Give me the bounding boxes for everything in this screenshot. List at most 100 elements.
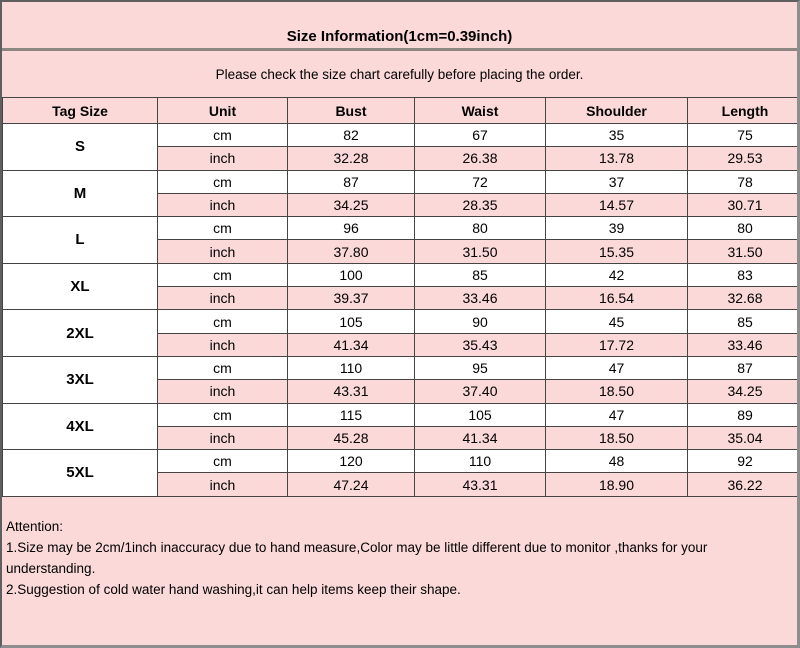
bust-cell: 45.28 (287, 425, 415, 451)
column-header-unit: Unit (157, 97, 288, 124)
column-header-shoulder: Shoulder (545, 97, 688, 124)
waist-cell: 105 (414, 402, 546, 427)
length-cell: 78 (687, 169, 797, 194)
shoulder-cell: 37 (545, 169, 688, 194)
length-cell: 32.68 (687, 286, 797, 311)
bust-cell: 96 (287, 216, 415, 241)
shoulder-cell: 14.57 (545, 192, 688, 218)
shoulder-cell: 18.90 (545, 472, 688, 497)
column-header-length: Length (687, 97, 797, 124)
size-label-cell: M (2, 169, 158, 218)
unit-cell: cm (157, 262, 288, 288)
unit-cell: cm (157, 216, 288, 241)
unit-cell: cm (157, 122, 288, 148)
waist-cell: 80 (414, 216, 546, 241)
unit-cell: cm (157, 449, 288, 474)
row-3xl-inch: inch 43.31 37.40 18.50 34.25 (3, 379, 797, 404)
waist-cell: 41.34 (414, 425, 546, 451)
size-label-cell: 2XL (2, 309, 158, 357)
length-cell: 89 (687, 402, 797, 427)
unit-cell: inch (157, 286, 288, 311)
shoulder-cell: 47 (545, 402, 688, 427)
row-4xl-cm: 4XL cm 115 105 47 89 (2, 402, 797, 451)
size-chart-subtitle: Please check the size chart carefully be… (215, 66, 584, 82)
length-cell: 30.71 (687, 192, 797, 218)
bust-cell: 100 (287, 262, 415, 288)
attention-note-1: 1.Size may be 2cm/1inch inaccuracy due t… (6, 539, 708, 576)
size-chart-title: Size Information(1cm=0.39inch) (2, 2, 797, 51)
length-cell: 36.22 (687, 472, 797, 497)
row-s-inch: inch 32.28 26.38 13.78 29.53 (3, 146, 797, 171)
row-m-inch: inch 34.25 28.35 14.57 30.71 (3, 192, 797, 218)
waist-cell: 31.50 (414, 239, 546, 264)
row-3xl-cm: 3XL cm 110 95 47 87 (2, 355, 797, 404)
waist-cell: 85 (414, 262, 546, 288)
waist-cell: 110 (414, 449, 546, 474)
unit-cell: cm (157, 402, 288, 427)
shoulder-cell: 35 (545, 122, 688, 148)
shoulder-cell: 13.78 (545, 146, 688, 171)
column-header-waist: Waist (414, 97, 546, 124)
size-label-cell: S (2, 123, 158, 171)
size-label-cell: L (2, 216, 158, 264)
waist-cell: 95 (414, 355, 546, 381)
length-cell: 75 (687, 122, 797, 148)
row-5xl-inch: inch 47.24 43.31 18.90 36.22 (3, 472, 797, 497)
waist-cell: 72 (414, 169, 546, 194)
waist-cell: 33.46 (414, 286, 546, 311)
unit-cell: inch (157, 239, 288, 264)
row-l-inch: inch 37.80 31.50 15.35 31.50 (3, 239, 797, 264)
length-cell: 85 (687, 309, 797, 334)
bust-cell: 110 (287, 355, 415, 381)
length-cell: 92 (687, 449, 797, 474)
length-cell: 80 (687, 216, 797, 241)
bust-cell: 120 (287, 449, 415, 474)
unit-cell: inch (157, 332, 288, 357)
header-row: Tag Size Unit Bust Waist Shoulder Length (2, 97, 797, 124)
length-cell: 31.50 (687, 239, 797, 264)
bust-cell: 32.28 (287, 146, 415, 171)
attention-section: Attention: 1.Size may be 2cm/1inch inacc… (2, 497, 797, 600)
unit-cell: cm (157, 309, 288, 334)
unit-cell: inch (157, 425, 288, 451)
shoulder-cell: 17.72 (545, 332, 688, 357)
unit-cell: inch (157, 472, 288, 497)
row-m-cm: M cm 87 72 37 78 (2, 169, 797, 218)
waist-cell: 43.31 (414, 472, 546, 497)
length-cell: 87 (687, 355, 797, 381)
length-cell: 35.04 (687, 425, 797, 451)
attention-heading: Attention: (6, 518, 64, 534)
bust-cell: 39.37 (287, 286, 415, 311)
bust-cell: 41.34 (287, 332, 415, 357)
row-xl-inch: inch 39.37 33.46 16.54 32.68 (3, 286, 797, 311)
waist-cell: 67 (414, 122, 546, 148)
bust-cell: 82 (287, 122, 415, 148)
shoulder-cell: 45 (545, 309, 688, 334)
unit-cell: inch (157, 192, 288, 218)
length-cell: 33.46 (687, 332, 797, 357)
unit-cell: cm (157, 169, 288, 194)
waist-cell: 35.43 (414, 332, 546, 357)
length-cell: 29.53 (687, 146, 797, 171)
bust-cell: 43.31 (287, 379, 415, 404)
waist-cell: 28.35 (414, 192, 546, 218)
bust-cell: 34.25 (287, 192, 415, 218)
bust-cell: 87 (287, 169, 415, 194)
size-label-cell: 3XL (2, 355, 158, 404)
shoulder-cell: 47 (545, 355, 688, 381)
shoulder-cell: 48 (545, 449, 688, 474)
unit-cell: cm (157, 355, 288, 381)
length-cell: 83 (687, 262, 797, 288)
waist-cell: 37.40 (414, 379, 546, 404)
row-l-cm: L cm 96 80 39 80 (2, 216, 797, 264)
size-label-cell: XL (2, 262, 158, 311)
size-label-cell: 5XL (2, 449, 158, 497)
column-header-bust: Bust (287, 97, 415, 124)
bust-cell: 47.24 (287, 472, 415, 497)
unit-cell: inch (157, 146, 288, 171)
length-cell: 34.25 (687, 379, 797, 404)
unit-cell: inch (157, 379, 288, 404)
bust-cell: 37.80 (287, 239, 415, 264)
shoulder-cell: 42 (545, 262, 688, 288)
